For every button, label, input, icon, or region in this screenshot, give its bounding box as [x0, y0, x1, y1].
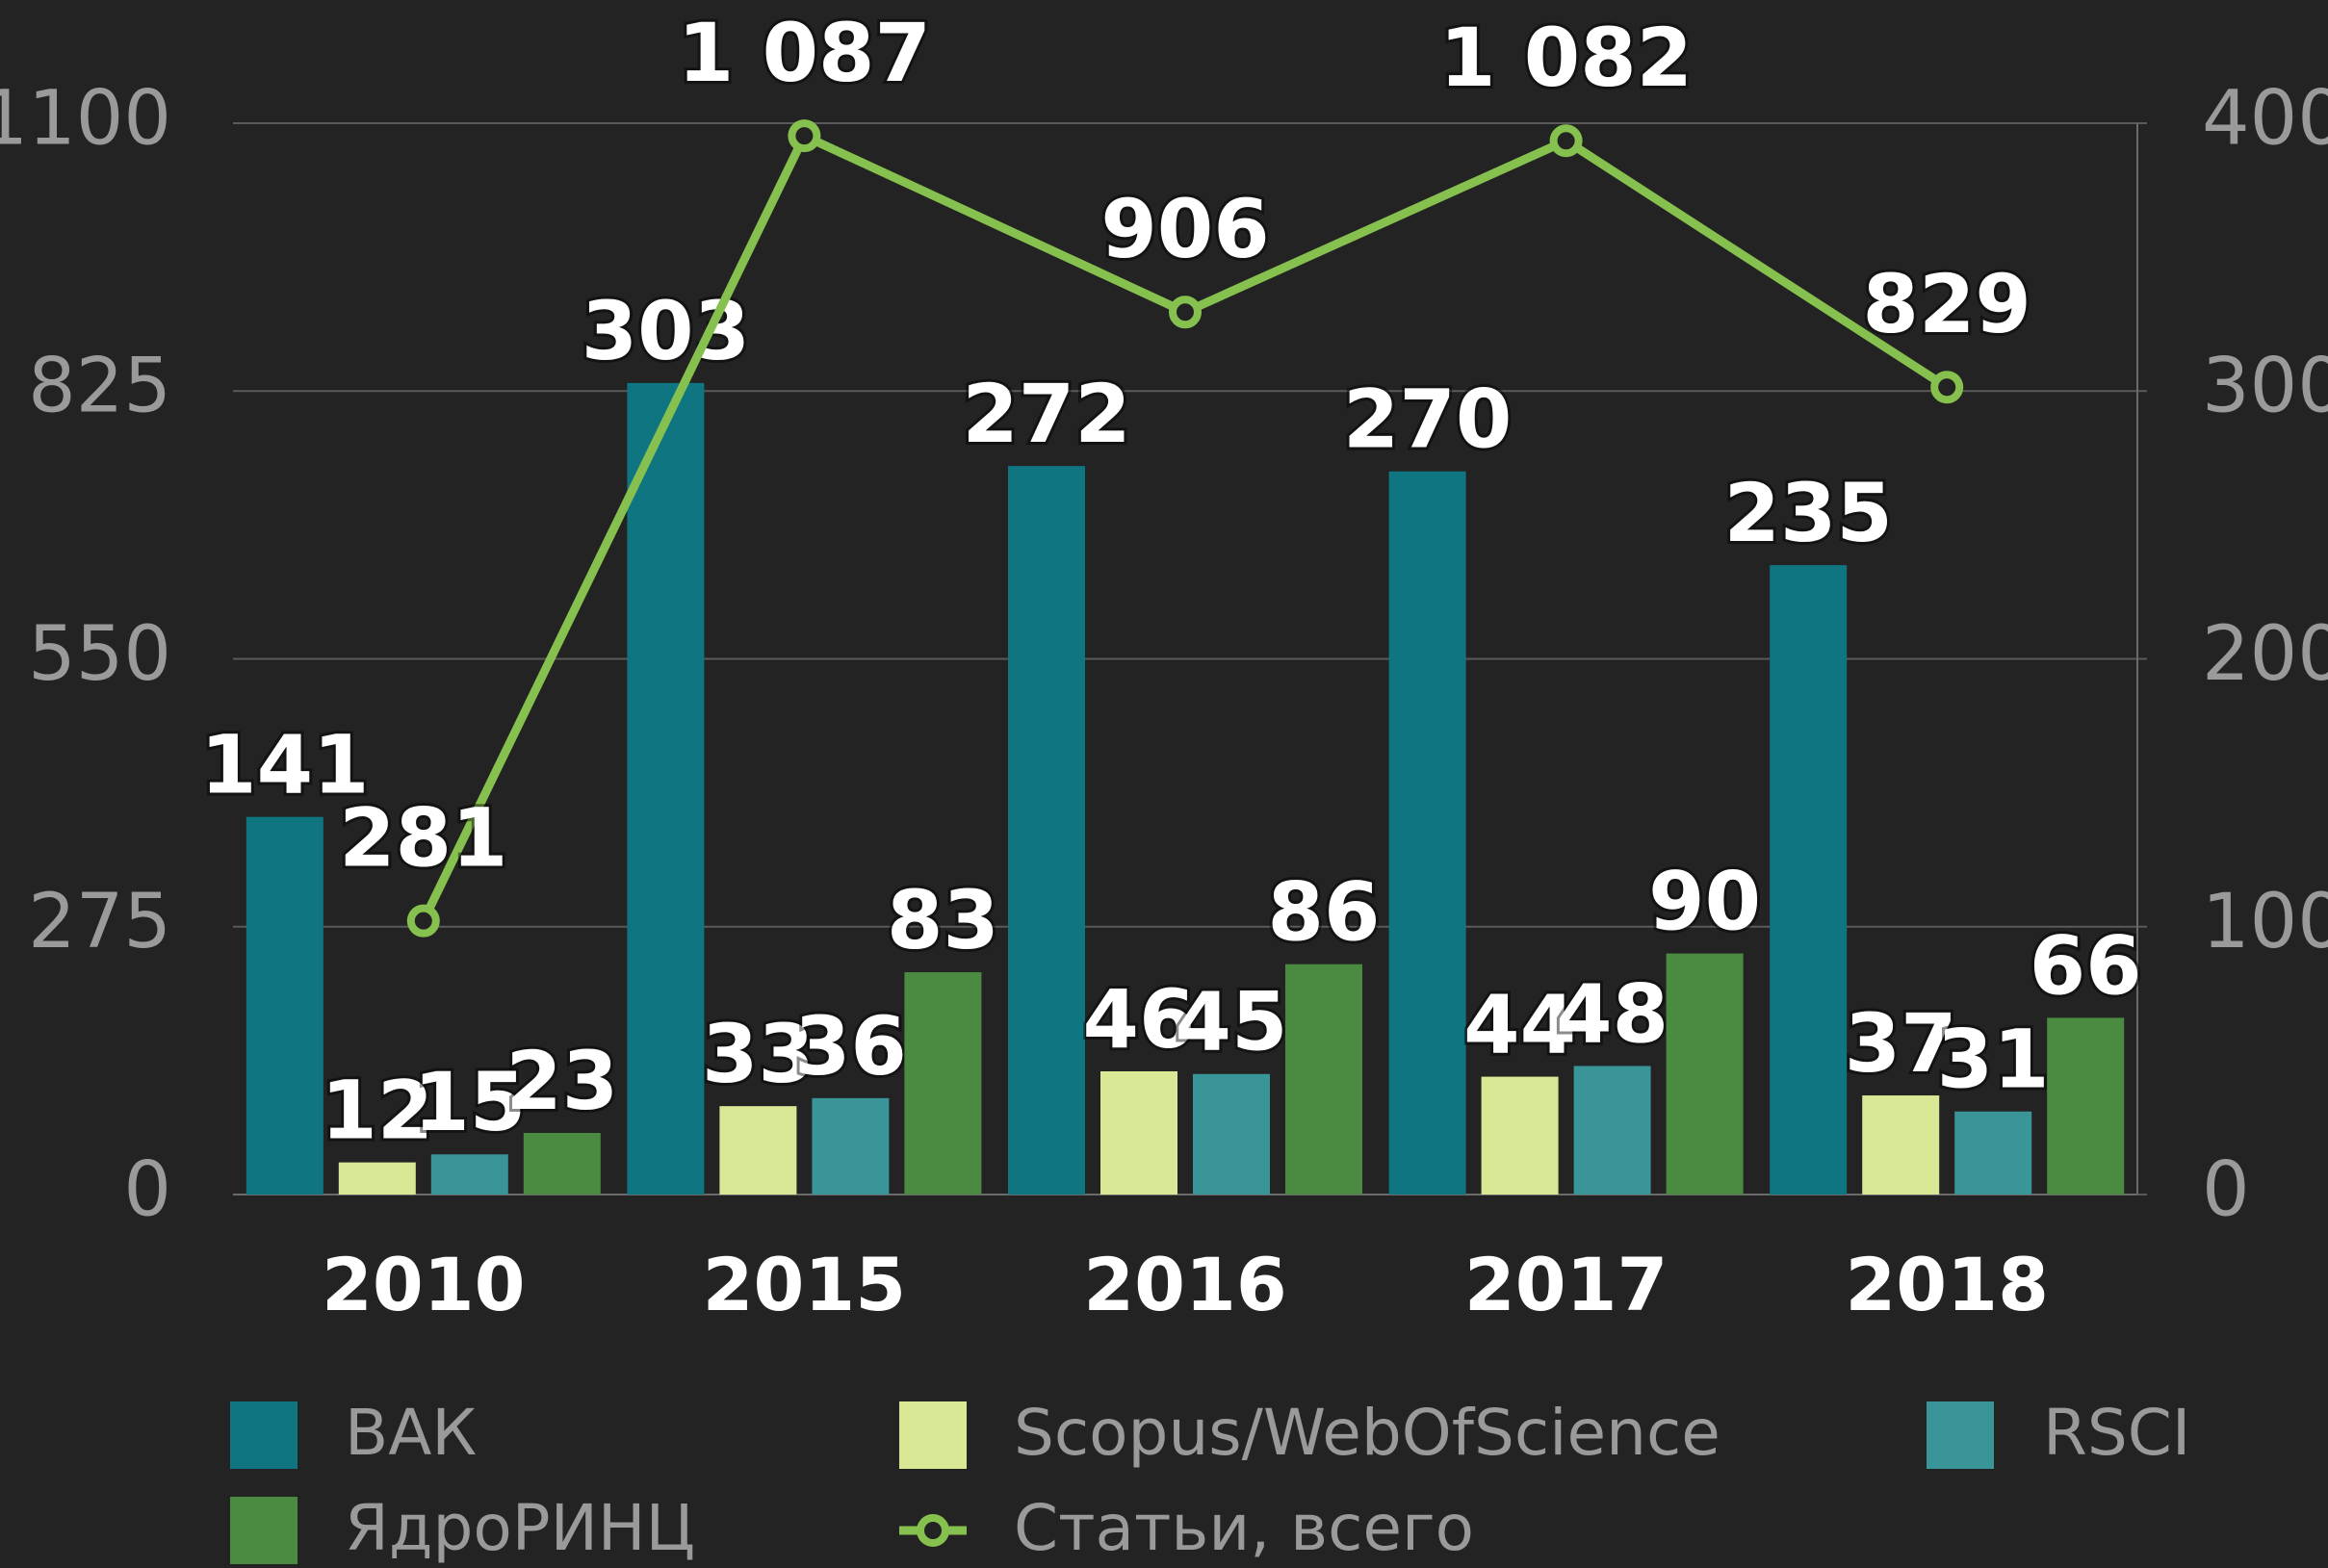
data-label: 48 [1556, 966, 1668, 1061]
x-tick-label: 2017 [1464, 1242, 1668, 1327]
y-tick-label: 825 [28, 344, 171, 430]
bar [1481, 1076, 1559, 1195]
data-label: 141 [200, 718, 369, 812]
line-point [1549, 124, 1583, 158]
legend-swatch [1927, 1401, 1994, 1469]
bar [904, 972, 982, 1195]
data-label: 270 [1343, 373, 1512, 467]
data-label: 23 [505, 1034, 618, 1128]
data-label: 90 [1648, 855, 1761, 949]
bar [430, 1154, 508, 1195]
data-label: 83 [887, 873, 999, 967]
data-label: 37 [1845, 996, 1957, 1091]
y2-tick-label: 0 [2202, 1146, 2250, 1233]
data-label: 1 082 [1439, 11, 1693, 105]
bar [1008, 466, 1085, 1195]
data-label: 12 [321, 1064, 433, 1158]
data-label: 36 [794, 999, 907, 1093]
data-label: 33 [702, 1007, 815, 1101]
bar [523, 1133, 601, 1195]
y-tick-label: 1100 [0, 75, 171, 162]
y2-tick-label: 200 [2202, 611, 2328, 698]
bar [627, 382, 705, 1195]
x-tick-label: 2015 [703, 1242, 907, 1327]
bar [719, 1106, 797, 1195]
data-label: 1 087 [678, 6, 931, 100]
bar [1388, 471, 1466, 1195]
y-tick-label: 0 [123, 1146, 171, 1233]
data-label: 15 [413, 1055, 526, 1149]
bar [812, 1097, 890, 1195]
legend-swatch [230, 1401, 297, 1469]
legend-label: ЯдроРИНЦ [345, 1491, 695, 1565]
data-label: 45 [1176, 975, 1288, 1069]
data-label: 829 [1863, 257, 2031, 351]
line-point [406, 904, 440, 938]
legend-label: ВАК [345, 1396, 477, 1470]
bar [338, 1162, 416, 1195]
legend-swatch [230, 1497, 297, 1564]
bar [1193, 1073, 1270, 1195]
legend-label: RSCI [2043, 1396, 2190, 1470]
x-tick-label: 2010 [322, 1242, 526, 1327]
bar [1954, 1111, 2032, 1195]
legend-label: Статьи, всего [1014, 1491, 1474, 1565]
bar [246, 816, 323, 1195]
data-label: 31 [1937, 1013, 2050, 1107]
bar [1770, 565, 1848, 1195]
bar [1573, 1066, 1651, 1195]
bar [1100, 1071, 1177, 1195]
legend-swatch [917, 1514, 949, 1547]
line-point [1169, 296, 1202, 329]
y2-tick-label: 300 [2202, 344, 2328, 430]
y-tick-label: 275 [28, 879, 171, 965]
data-label: 906 [1100, 182, 1269, 276]
bar [1666, 953, 1744, 1195]
x-tick-label: 2016 [1083, 1242, 1287, 1327]
legend-label: Scopus/WebOfScience [1014, 1396, 1720, 1470]
data-label: 235 [1724, 466, 1893, 560]
line-point [1930, 371, 1964, 404]
data-label: 272 [962, 367, 1130, 461]
bar [1285, 964, 1362, 1195]
data-label: 86 [1268, 865, 1381, 960]
y2-tick-label: 400 [2202, 75, 2328, 162]
data-label: 66 [2030, 918, 2142, 1013]
data-label: 281 [339, 791, 507, 886]
bar [1862, 1095, 1940, 1195]
bar [2047, 1017, 2125, 1195]
data-label: 44 [1463, 978, 1576, 1072]
line-point [788, 119, 821, 153]
y-tick-label: 550 [28, 611, 171, 698]
y2-tick-label: 100 [2202, 879, 2328, 965]
legend-swatch [899, 1401, 967, 1469]
data-label: 46 [1083, 972, 1196, 1067]
x-tick-label: 2018 [1845, 1242, 2049, 1327]
